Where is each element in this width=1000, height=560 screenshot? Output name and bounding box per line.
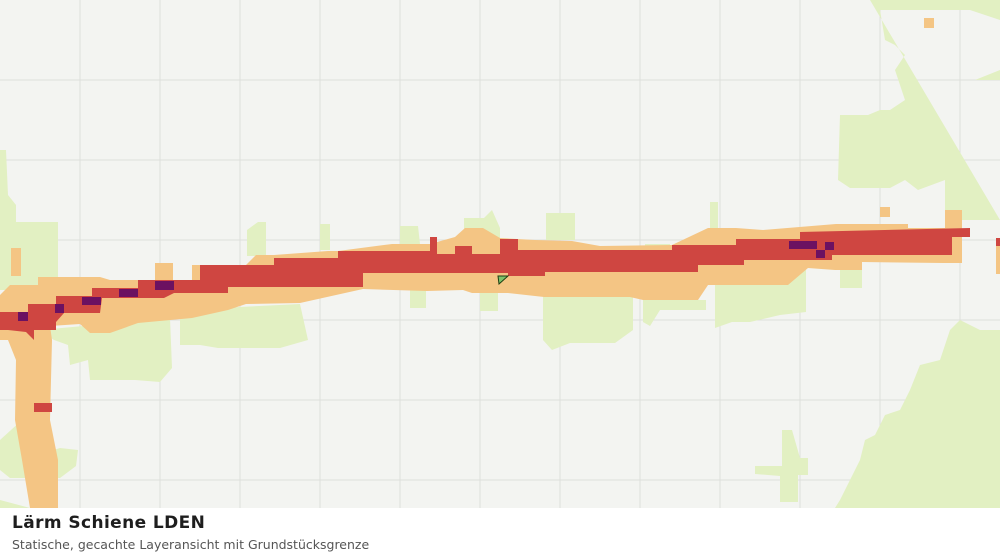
noise-zone-very-high [18, 241, 834, 321]
parcel-boundary [497, 275, 510, 286]
noise-zone-high [0, 228, 1000, 412]
info-panel: Lärm Schiene LDEN Statische, gecachte La… [0, 508, 1000, 560]
layer-subtitle: Statische, gecachte Layeransicht mit Gru… [12, 537, 370, 552]
noise-zone-medium [0, 18, 1000, 508]
noise-zone-low [0, 0, 1000, 508]
layer-title: Lärm Schiene LDEN [12, 513, 206, 533]
